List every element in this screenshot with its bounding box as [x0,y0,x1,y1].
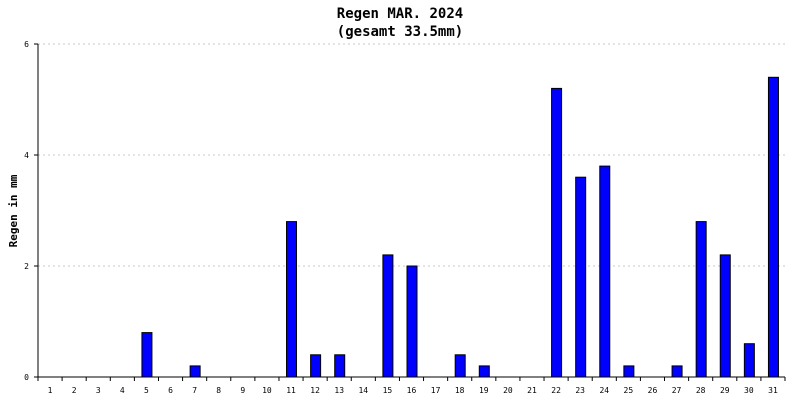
bar-day-24 [599,165,611,378]
bar-day-12 [310,354,322,378]
bar-day-23 [575,176,587,378]
x-tick-label: 23 [575,386,585,395]
bar-day-31 [767,76,779,378]
x-tick-label: 14 [358,386,368,395]
bars [141,76,779,378]
x-tick-label: 18 [455,386,465,395]
chart-subtitle: (gesamt 33.5mm) [337,24,463,40]
y-tick-label: 6 [24,40,29,49]
x-tick-labels: 1 2 3 4 5 6 7 8 9 10 11 12 13 14 15 16 17 18 19 20 21 22 23 24 2… [48,386,778,395]
chart-title: Regen MAR. 2024 [337,6,463,22]
x-tick-label: 13 [334,386,344,395]
x-tick-label: 29 [720,386,730,395]
y-axis-label: Regen in mm [7,174,20,247]
y-tick-label: 0 [24,373,29,382]
x-tick-label: 22 [551,386,561,395]
bar-day-22 [551,87,563,378]
x-tick-label: 4 [120,386,125,395]
y-tick-label: 2 [24,262,29,271]
x-tick-label: 2 [72,386,77,395]
bar-day-16 [406,265,418,378]
bar-day-29 [719,254,731,378]
bar-day-11 [286,221,298,378]
x-tick-label: 24 [599,386,609,395]
x-tick-label: 9 [240,386,245,395]
bar-day-5 [141,332,153,378]
x-tick-label: 16 [407,386,417,395]
bar-day-7 [189,365,201,378]
axes [34,43,786,381]
x-tick-label: 7 [192,386,197,395]
x-tick-label: 15 [383,386,393,395]
bar-day-30 [743,343,755,378]
x-tick-label: 25 [624,386,634,395]
bar-day-27 [671,365,683,378]
x-tick-label: 19 [479,386,489,395]
y-tick-labels: 0 2 4 6 [24,40,29,382]
y-tick-label: 4 [24,151,29,160]
x-tick-label: 20 [503,386,513,395]
bar-day-19 [478,365,490,378]
x-tick-label: 27 [672,386,682,395]
x-tick-label: 11 [286,386,296,395]
x-tick-label: 21 [527,386,537,395]
x-tick-label: 6 [168,386,173,395]
x-tick-label: 26 [648,386,658,395]
x-tick-label: 3 [96,386,101,395]
x-tick-label: 30 [744,386,754,395]
bar-day-15 [382,254,394,378]
x-tick-label: 17 [431,386,441,395]
bar-day-28 [695,221,707,378]
x-tick-label: 10 [262,386,272,395]
bar-day-13 [334,354,346,378]
bar-day-25 [623,365,635,378]
x-tick-label: 5 [144,386,149,395]
bar-day-18 [454,354,466,378]
x-tick-label: 12 [310,386,320,395]
x-tick-label: 8 [216,386,221,395]
gridlines [38,43,785,267]
x-tick-label: 28 [696,386,706,395]
x-tick-label: 31 [768,386,778,395]
x-tick-label: 1 [48,386,53,395]
